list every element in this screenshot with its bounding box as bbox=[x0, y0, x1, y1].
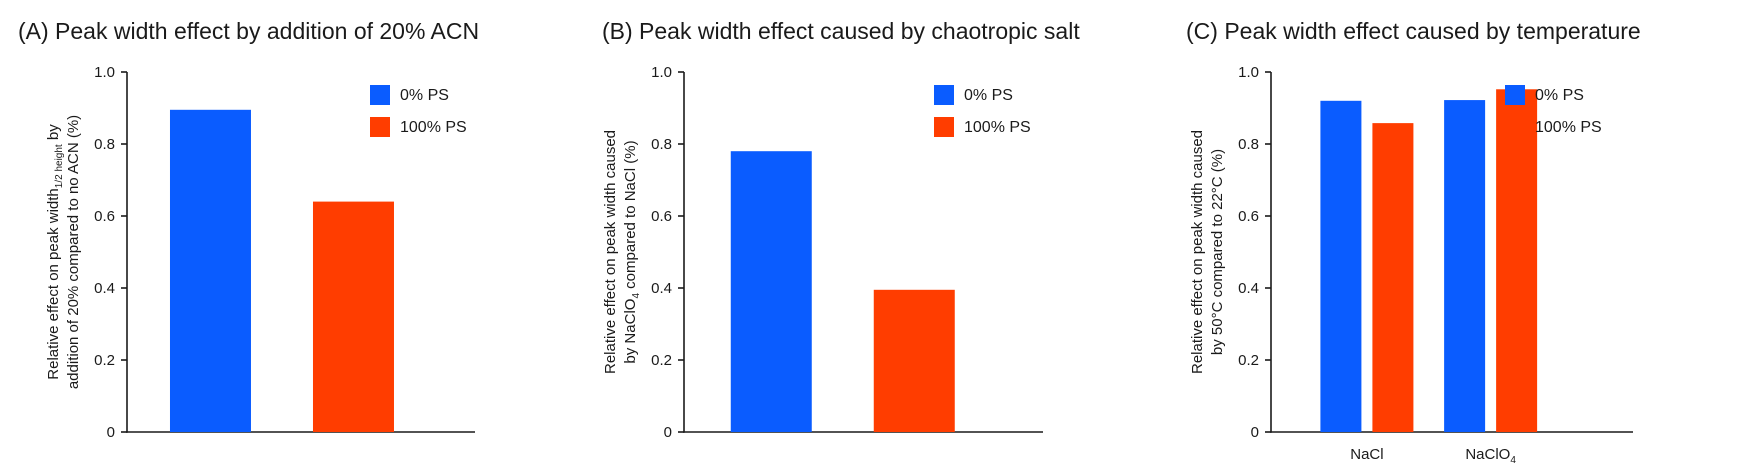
y-axis-label-line2: addition of 20% compared to no ACN (%) bbox=[65, 115, 82, 389]
y-tick-label: 0.8 bbox=[651, 136, 672, 153]
chart-panel-b: (B) Peak width effect caused by chaotrop… bbox=[584, 0, 1168, 475]
y-tick-label: 0 bbox=[107, 424, 115, 441]
x-tick-label: NaCl bbox=[1350, 446, 1383, 463]
legend-label: 0% PS bbox=[400, 87, 449, 104]
y-tick-label: 1.0 bbox=[651, 64, 672, 81]
bar bbox=[730, 151, 812, 432]
y-tick-label: 0.2 bbox=[94, 352, 115, 369]
y-tick-label: 0.4 bbox=[651, 280, 672, 297]
y-tick-label: 0.4 bbox=[1238, 280, 1259, 297]
legend-swatch bbox=[1505, 85, 1525, 105]
y-axis-label-line2: by 50°C compared to 22°C (%) bbox=[1209, 149, 1226, 355]
y-tick-label: 0.8 bbox=[94, 136, 115, 153]
y-tick-label: 1.0 bbox=[94, 64, 115, 81]
y-tick-label: 0 bbox=[1251, 424, 1259, 441]
y-axis-label-line1: Relative effect on peak width caused bbox=[602, 130, 619, 374]
bar bbox=[1496, 89, 1538, 432]
y-tick-label: 0 bbox=[664, 424, 672, 441]
bar bbox=[169, 109, 251, 433]
y-axis-label-line2: by NaClO4 compared to NaCl (%) bbox=[622, 140, 642, 363]
chart-svg: 0 0.2 0.4 0.6 0.8 1.0 Relative effect on peak … bbox=[1189, 64, 1633, 466]
chart-panel-c: (C) Peak width effect caused by temperat… bbox=[1168, 0, 1752, 475]
legend-swatch bbox=[934, 117, 954, 137]
legend-swatch bbox=[934, 85, 954, 105]
bar bbox=[1320, 100, 1362, 433]
y-tick-label: 0.6 bbox=[94, 208, 115, 225]
y-axis-label-line1: Relative effect on peak width caused bbox=[1189, 130, 1206, 374]
y-axis-label: Relative effect on peak width caused by N… bbox=[602, 130, 642, 374]
bar bbox=[312, 201, 394, 432]
legend-label: 100% PS bbox=[400, 119, 467, 136]
bar bbox=[1444, 100, 1486, 432]
chart-title: (C) Peak width effect caused by temperat… bbox=[1186, 18, 1641, 44]
legend-swatch bbox=[1505, 117, 1525, 137]
chart-title: (A) Peak width effect by addition of 20%… bbox=[18, 18, 480, 44]
y-axis-label: Relative effect on peak width1/2 height … bbox=[45, 115, 82, 389]
chart-svg: 0 0.2 0.4 0.6 0.8 1.0 Relative effect on peak … bbox=[602, 64, 1043, 441]
legend-label: 100% PS bbox=[964, 119, 1031, 136]
y-axis-label-line1: Relative effect on peak width1/2 height … bbox=[45, 124, 65, 380]
y-tick-label: 0.2 bbox=[651, 352, 672, 369]
y-tick-label: 0.6 bbox=[651, 208, 672, 225]
legend-label: 0% PS bbox=[1535, 87, 1584, 104]
y-tick-label: 0.6 bbox=[1238, 208, 1259, 225]
y-tick-label: 0.8 bbox=[1238, 136, 1259, 153]
chart-panel-a: (A) Peak width effect by addition of 20%… bbox=[0, 0, 584, 475]
legend-swatch bbox=[370, 85, 390, 105]
legend-swatch bbox=[370, 117, 390, 137]
legend-label: 100% PS bbox=[1535, 119, 1602, 136]
bar bbox=[1372, 123, 1414, 433]
y-tick-label: 0.2 bbox=[1238, 352, 1259, 369]
bar bbox=[873, 289, 955, 432]
x-tick-label: NaClO4 bbox=[1465, 446, 1516, 466]
y-tick-label: 0.4 bbox=[94, 280, 115, 297]
chart-title: (B) Peak width effect caused by chaotrop… bbox=[602, 18, 1080, 44]
chart-svg: 0 0.2 0.4 0.6 0.8 1.0 Relative effect on peak … bbox=[45, 64, 475, 441]
y-tick-label: 1.0 bbox=[1238, 64, 1259, 81]
y-axis-label: Relative effect on peak width caused by 5… bbox=[1189, 130, 1226, 374]
legend-label: 0% PS bbox=[964, 87, 1013, 104]
